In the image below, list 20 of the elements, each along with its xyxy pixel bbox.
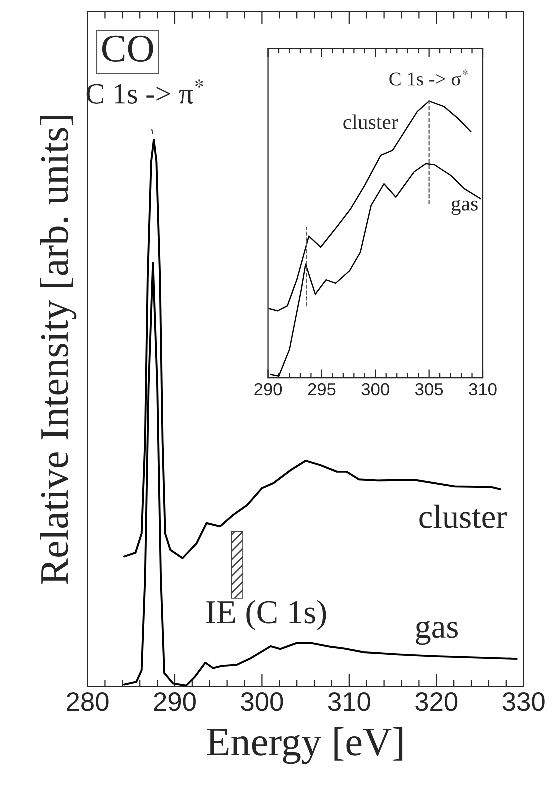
x-tick-label: 300 bbox=[362, 383, 390, 396]
x-tick-label: 310 bbox=[469, 383, 497, 396]
x-tick-label: 310 bbox=[328, 692, 370, 712]
chart-title: CO bbox=[102, 36, 154, 62]
ref-line-label: C 1s -> σ$^{*}$ bbox=[390, 70, 468, 86]
series-label: cluster bbox=[344, 114, 398, 130]
x-tick-label: 290 bbox=[254, 383, 282, 396]
series-label: gas bbox=[416, 620, 458, 646]
series-label: cluster bbox=[420, 504, 507, 528]
x-axis-title: Energy [eV] bbox=[207, 728, 403, 764]
x-tick-label: 280 bbox=[67, 692, 109, 712]
x-tick-label: 320 bbox=[416, 692, 458, 712]
y-axis-title: Relative Intensity [arb. units] bbox=[40, 116, 77, 584]
band-label: IE (C 1s) bbox=[206, 600, 326, 631]
x-tick-label: 330 bbox=[502, 692, 545, 712]
x-tick-label: 300 bbox=[241, 692, 284, 712]
x-tick-label: 290 bbox=[154, 692, 196, 712]
x-tick-label: 295 bbox=[308, 383, 336, 396]
series-label: gas bbox=[452, 200, 478, 216]
x-tick-label: 305 bbox=[416, 383, 444, 396]
